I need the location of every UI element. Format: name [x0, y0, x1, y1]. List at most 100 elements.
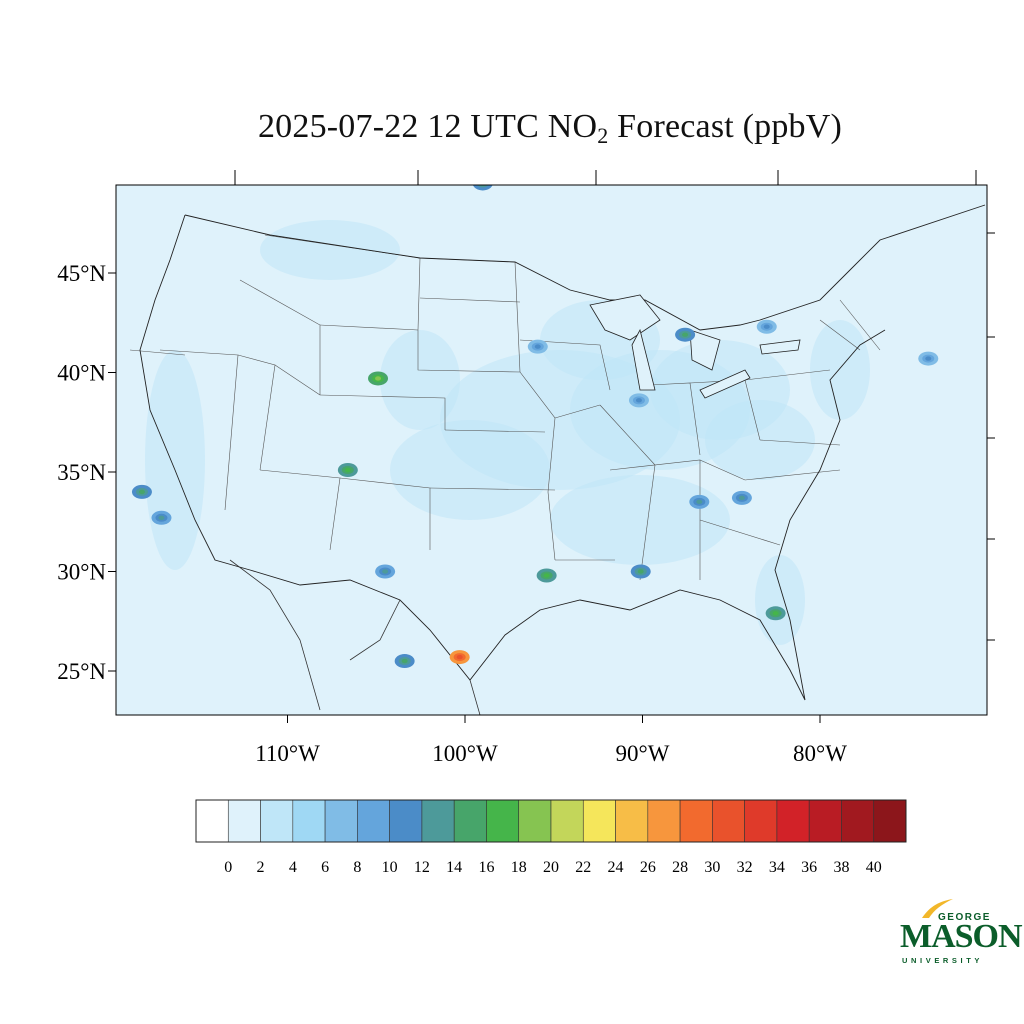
- colorbar-tick-label: 0: [224, 859, 232, 876]
- hotspot-middle: [477, 185, 489, 188]
- lon-label: 100°W: [432, 741, 498, 766]
- lat-label: 45°N: [57, 261, 106, 286]
- colorbar-swatch: [518, 799, 552, 843]
- lon-label: 90°W: [616, 741, 670, 766]
- colorbar-frame: [195, 799, 907, 843]
- lake-huron: [689, 329, 721, 371]
- hotspot-core: [738, 495, 745, 501]
- logo-university-text: UNIVERSITY: [902, 956, 984, 965]
- colorbar-tick-label: 8: [353, 859, 361, 876]
- state-boundary: [599, 404, 656, 466]
- state-boundary: [744, 369, 831, 381]
- hotspot-core: [344, 467, 351, 473]
- colorbar-tick-label: 14: [446, 859, 462, 876]
- concentration-field: [755, 555, 805, 645]
- colorbar-swatch: [744, 799, 778, 843]
- state-boundary: [319, 324, 419, 331]
- lat-label: 30°N: [57, 560, 106, 585]
- george-mason-logo: GEORGE MASON UNIVERSITY: [898, 898, 1023, 970]
- hotspot-core: [138, 489, 145, 495]
- colorbar-tick-label: 22: [575, 859, 591, 876]
- hotspot-core: [696, 499, 703, 505]
- colorbar-tick-label: 36: [801, 859, 817, 876]
- no2-forecast-map: 45°N 40°N 35°N 30°N 25°N 110°W 100°W 90°W 80°W: [57, 170, 995, 766]
- state-boundary: [699, 519, 781, 546]
- state-boundary: [839, 299, 881, 351]
- colorbar-swatch: [324, 799, 358, 843]
- hotspot-core: [772, 611, 779, 616]
- hotspot-core: [456, 654, 463, 660]
- state-boundary: [274, 364, 321, 396]
- colorbar-swatch: [712, 799, 745, 843]
- colorbar-tick-label: 10: [382, 859, 398, 876]
- colorbar-tick-label: 4: [289, 859, 297, 876]
- state-boundary: [319, 394, 446, 430]
- colorbar-tick-label: 38: [833, 859, 849, 876]
- logo-george-text: GEORGE: [938, 912, 991, 923]
- colorbar-swatch: [453, 799, 487, 843]
- state-boundary: [547, 491, 556, 561]
- lake-ontario: [759, 339, 801, 355]
- state-boundary: [419, 297, 521, 303]
- hotspot-outer: [472, 185, 493, 191]
- hotspot-core: [158, 515, 165, 520]
- colorbar-swatch: [260, 799, 294, 843]
- state-boundary: [744, 469, 841, 481]
- hotspot-core: [763, 324, 770, 329]
- colorbar-tick-label: 2: [257, 859, 265, 876]
- colorbar-tick-label: 20: [543, 859, 559, 876]
- colorbar-tick-label: 12: [414, 859, 430, 876]
- colorbar-swatch: [292, 799, 326, 843]
- swoosh-icon: [922, 899, 953, 918]
- mexico-outline: [229, 559, 481, 715]
- colorbar-tick-label: 32: [737, 859, 753, 876]
- hotspot-core: [682, 332, 689, 337]
- colorbar-legend: 0 2 4 6 8 10 12 14 16 18 20 22 24 26 28 30 32 34 36 38 40: [195, 799, 907, 876]
- colorbar-swatch: [615, 799, 649, 843]
- colorbar-swatch: [873, 799, 907, 843]
- colorbar-swatch: [841, 799, 875, 843]
- lon-label: 80°W: [793, 741, 847, 766]
- colorbar-swatch: [550, 799, 584, 843]
- colorbar-tick-label: 18: [511, 859, 527, 876]
- state-boundary: [417, 330, 521, 373]
- lake-michigan: [631, 328, 656, 391]
- state-boundary: [699, 459, 746, 481]
- colorbar-tick-label: 6: [321, 859, 329, 876]
- concentration-field: [550, 475, 730, 565]
- colorbar-tick-label: 40: [866, 859, 882, 876]
- hotspot-core: [534, 344, 541, 349]
- map-title: 2025-07-22 12 UTC NO2 Forecast (ppbV): [257, 108, 843, 148]
- hotspot-core: [635, 398, 642, 403]
- canada-border: [184, 204, 986, 331]
- colorbar-swatch: [357, 799, 390, 843]
- logo-mason-text: MASON: [900, 918, 1023, 955]
- map-frame: [115, 184, 988, 716]
- state-boundary: [444, 429, 546, 433]
- colorbar-swatch: [679, 799, 713, 843]
- concentration-field: [810, 320, 870, 420]
- state-boundary: [639, 464, 656, 581]
- colorbar-swatch: [389, 799, 423, 843]
- lon-label: 110°W: [255, 741, 320, 766]
- hotspot-core: [637, 569, 644, 574]
- lat-label: 35°N: [57, 460, 106, 485]
- state-boundary: [429, 487, 556, 491]
- colorbar-tick-label: 34: [769, 859, 785, 876]
- concentration-field: [380, 330, 460, 430]
- colorbar-tick-label: 24: [608, 859, 624, 876]
- hotspot-core: [925, 356, 932, 361]
- state-boundary: [759, 439, 841, 446]
- colorbar-swatch: [808, 799, 842, 843]
- map-layers: [129, 185, 986, 715]
- hotspot-core: [401, 658, 408, 664]
- colorbar-swatch: [776, 799, 810, 843]
- coastline: [139, 214, 886, 701]
- hotspot-core: [382, 569, 389, 574]
- state-boundary: [554, 404, 601, 419]
- state-boundary: [519, 339, 611, 391]
- hotspot-core: [375, 376, 382, 381]
- colorbar-swatch: [195, 799, 229, 843]
- colorbar-tick-label: 28: [672, 859, 688, 876]
- colorbar-swatch: [647, 799, 681, 843]
